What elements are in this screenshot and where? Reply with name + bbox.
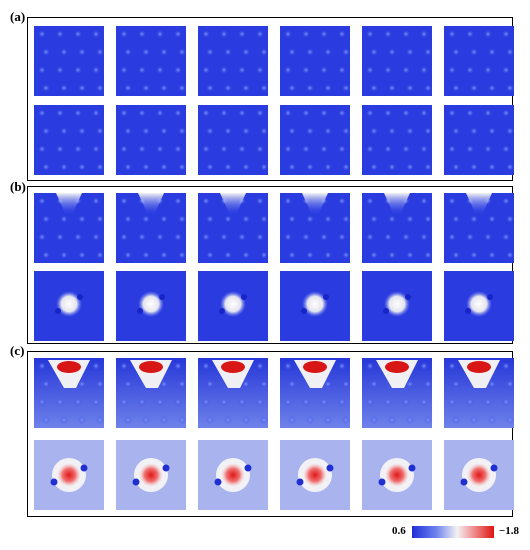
snapshot-tile-c-1-1 <box>34 358 104 428</box>
panel-label-c: (c) <box>10 343 25 358</box>
snapshot-tile-a-2-1 <box>34 105 104 175</box>
snapshot-tile-a-2-2 <box>116 105 186 175</box>
colorbar-max-label: −1.8 <box>499 525 520 537</box>
snapshot-tile-c-2-4 <box>280 440 350 510</box>
snapshot-tile-c-1-5 <box>362 358 432 428</box>
snapshot-tile-c-1-4 <box>280 358 350 428</box>
snapshot-tile-a-1-5 <box>362 26 432 96</box>
snapshot-tile-a-1-3 <box>198 26 268 96</box>
snapshot-tile-b-1-6 <box>444 193 514 263</box>
panel-a <box>27 17 514 181</box>
snapshot-tile-a-2-4 <box>280 105 350 175</box>
snapshot-tile-b-1-5 <box>362 193 432 263</box>
panel-a-tiles <box>34 26 514 175</box>
snapshot-tile-b-1-3 <box>198 193 268 263</box>
snapshot-tile-b-2-2 <box>116 271 186 341</box>
snapshot-tile-b-2-1 <box>34 271 104 341</box>
panel-b <box>27 186 514 344</box>
snapshot-tile-a-2-5 <box>362 105 432 175</box>
snapshot-tile-c-1-3 <box>198 358 268 428</box>
snapshot-tile-a-2-6 <box>444 105 514 175</box>
snapshot-tile-c-2-2 <box>116 440 186 510</box>
panel-b-tiles <box>34 193 514 341</box>
panel-label-a: (a) <box>10 9 26 24</box>
panel-label-b: (b) <box>10 179 26 194</box>
panel-c <box>27 351 514 517</box>
snapshot-tile-b-1-2 <box>116 193 186 263</box>
snapshot-tile-b-2-3 <box>198 271 268 341</box>
snapshot-tile-a-1-2 <box>116 26 186 96</box>
colorbar <box>412 526 494 538</box>
panel-c-tiles <box>34 358 514 510</box>
snapshot-tile-a-2-3 <box>198 105 268 175</box>
snapshot-tile-b-1-1 <box>34 193 104 263</box>
snapshot-tile-b-1-4 <box>280 193 350 263</box>
snapshot-tile-a-1-1 <box>34 26 104 96</box>
snapshot-tile-c-2-1 <box>34 440 104 510</box>
snapshot-tile-c-2-5 <box>362 440 432 510</box>
snapshot-tile-c-1-6 <box>444 358 514 428</box>
colorbar-min-label: 0.6 <box>392 525 406 537</box>
snapshot-tile-b-2-6 <box>444 271 514 341</box>
snapshot-tile-b-2-4 <box>280 271 350 341</box>
snapshot-tile-c-1-2 <box>116 358 186 428</box>
snapshot-tile-c-2-3 <box>198 440 268 510</box>
snapshot-tile-a-1-6 <box>444 26 514 96</box>
snapshot-tile-a-1-4 <box>280 26 350 96</box>
snapshot-tile-c-2-6 <box>444 440 514 510</box>
snapshot-tile-b-2-5 <box>362 271 432 341</box>
